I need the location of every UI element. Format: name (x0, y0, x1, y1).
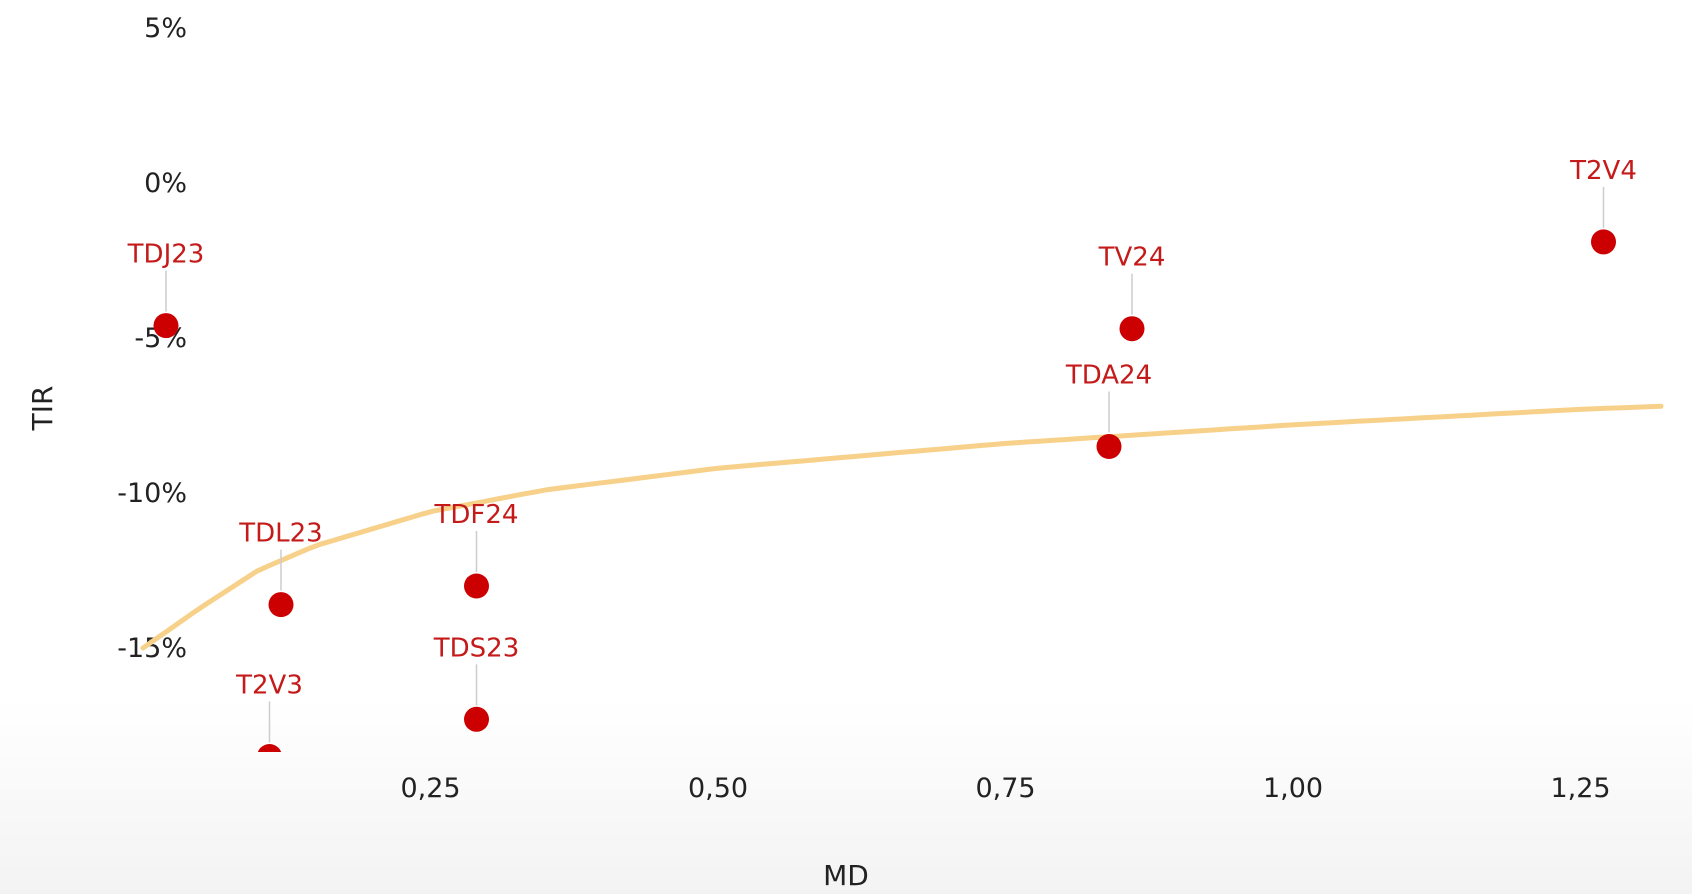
data-point[interactable] (1119, 316, 1145, 342)
y-axis-title: TIR (26, 386, 59, 432)
y-tick-label: -10% (117, 478, 187, 509)
data-point[interactable] (153, 313, 179, 339)
data-point-label: TDL23 (238, 519, 322, 549)
trend-line (140, 403, 1664, 651)
y-tick-label: 5% (144, 13, 187, 44)
data-point-label: TDJ23 (127, 240, 205, 270)
data-point[interactable] (257, 744, 282, 769)
data-point-label: TDF24 (434, 500, 519, 530)
data-point-label: TV24 (1098, 243, 1166, 273)
data-point[interactable] (268, 592, 294, 618)
data-point-label: TDS23 (433, 633, 520, 663)
data-point-label: TDA24 (1065, 361, 1152, 391)
y-tick-label: 0% (144, 168, 187, 199)
x-tick-label: 1,25 (1550, 773, 1610, 804)
data-point[interactable] (464, 573, 489, 599)
x-axis-title: MD (823, 859, 869, 892)
data-point[interactable] (1591, 229, 1616, 255)
x-tick-label: 1,00 (1263, 773, 1323, 804)
data-point-label: T2V4 (1569, 156, 1637, 186)
data-point[interactable] (464, 706, 489, 732)
data-point-label: T2V3 (235, 671, 303, 701)
x-tick-label: 0,75 (975, 773, 1035, 804)
x-tick-label: 0,50 (688, 773, 748, 804)
data-point[interactable] (1096, 434, 1122, 459)
x-tick-label: 0,25 (400, 773, 460, 804)
y-tick-label: -15% (117, 633, 187, 664)
